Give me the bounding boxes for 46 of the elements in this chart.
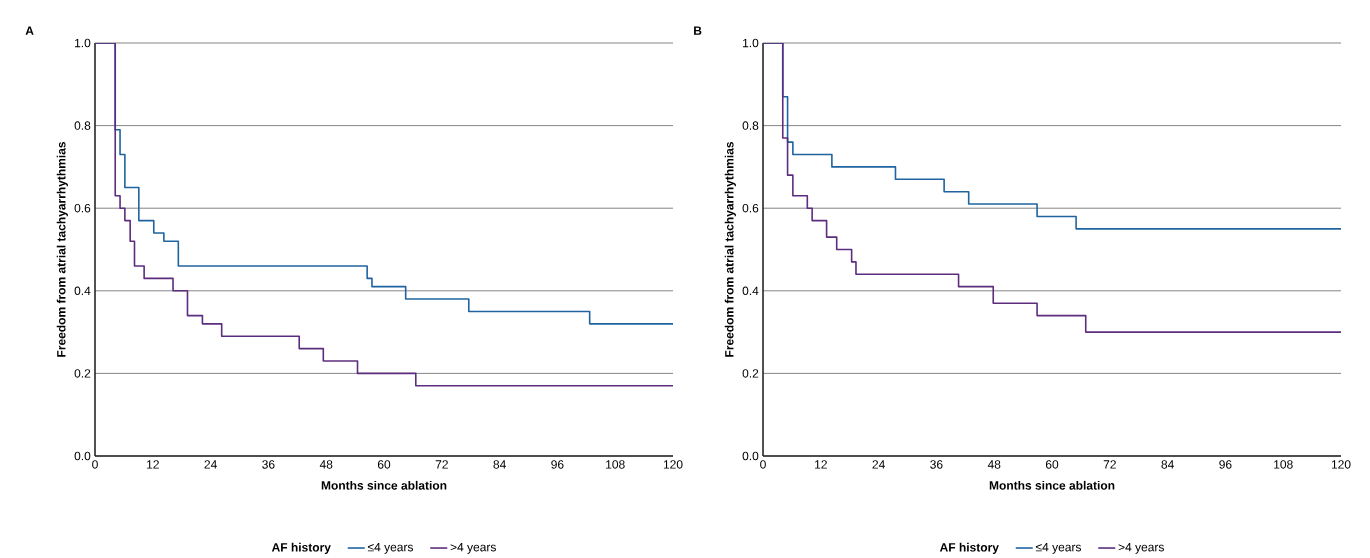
chart-title: A <box>25 26 34 35</box>
chart-title: B <box>694 26 702 35</box>
y-tick-label: 1.0 <box>75 38 91 48</box>
y-tick-label: 0.0 <box>742 451 759 461</box>
legend-label: >4 years <box>450 543 496 554</box>
x-tick-label: 48 <box>987 460 1001 469</box>
x-tick-label: 0 <box>92 460 98 469</box>
x-axis-title: Months since ablation <box>321 480 447 490</box>
x-tick-label: 72 <box>435 460 448 469</box>
x-axis-title: Months since ablation <box>989 480 1115 490</box>
y-tick-label: 0.6 <box>742 203 759 213</box>
x-tick-label: 24 <box>872 460 885 469</box>
x-tick-label: 48 <box>319 460 333 469</box>
x-tick-label: 12 <box>147 460 159 469</box>
x-tick-label: 120 <box>1331 460 1351 469</box>
y-tick-label: 0.2 <box>742 369 759 378</box>
y-tick-label: 0.6 <box>74 203 91 213</box>
x-tick-label: 72 <box>1103 460 1116 469</box>
x-tick-label: 60 <box>377 460 391 469</box>
x-tick-label: 108 <box>1274 460 1293 469</box>
x-tick-label: 12 <box>815 460 827 469</box>
x-tick-label: 24 <box>204 460 217 469</box>
y-tick-label: 0.8 <box>742 121 759 130</box>
x-tick-label: 36 <box>930 460 943 469</box>
y-tick-label: 0.4 <box>74 286 91 296</box>
legend-title: AF history <box>271 542 331 554</box>
y-tick-label: 0.4 <box>742 286 759 296</box>
x-tick-label: 108 <box>606 460 625 469</box>
y-axis-title: Freedom from atrial tachyarrhythmias <box>56 141 68 357</box>
y-tick-label: 0.2 <box>74 369 91 378</box>
y-tick-label: 0.0 <box>74 451 91 461</box>
x-tick-label: 60 <box>1045 460 1059 469</box>
x-tick-label: 120 <box>663 460 683 469</box>
y-tick-label: 0.8 <box>74 121 91 130</box>
legend-label: ≤4 years <box>367 543 414 554</box>
legend-title: AF history <box>939 542 999 554</box>
x-tick-label: 96 <box>551 460 564 469</box>
y-axis-title: Freedom from atrial tachyarrhythmias <box>724 141 736 357</box>
x-tick-label: 96 <box>1219 460 1232 469</box>
y-tick-label: 1.0 <box>743 38 759 48</box>
x-tick-label: 84 <box>493 460 506 469</box>
legend-label: >4 years <box>1118 543 1164 554</box>
legend-label: ≤4 years <box>1035 543 1082 554</box>
x-tick-label: 0 <box>760 460 766 469</box>
x-tick-label: 36 <box>262 460 275 469</box>
x-tick-label: 84 <box>1161 460 1174 469</box>
